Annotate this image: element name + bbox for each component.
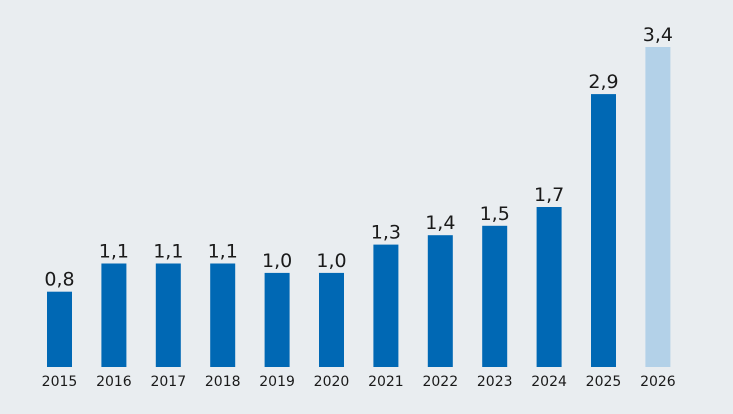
bar-2021: [373, 244, 399, 367]
value-label-2022: 1,4: [425, 212, 455, 234]
x-tick-label-2021: 2021: [368, 374, 404, 390]
bar-2023: [482, 225, 508, 367]
value-label-2025: 2,9: [588, 71, 618, 93]
value-label-2017: 1,1: [153, 241, 183, 263]
x-tick-label-2017: 2017: [150, 374, 186, 390]
bar-2026: [645, 47, 671, 367]
value-label-2024: 1,7: [534, 184, 564, 206]
x-tick-label-2016: 2016: [96, 374, 132, 390]
x-tick-label-2015: 2015: [42, 374, 78, 390]
value-label-2015: 0,8: [44, 269, 74, 291]
bars-group: [47, 47, 671, 367]
value-label-2020: 1,0: [316, 250, 346, 272]
value-label-2018: 1,1: [208, 241, 238, 263]
x-tick-label-2019: 2019: [259, 374, 295, 390]
bar-2015: [47, 291, 72, 367]
bar-2020: [319, 272, 344, 367]
bar-2024: [536, 207, 562, 367]
value-label-2023: 1,5: [480, 203, 510, 225]
value-label-2021: 1,3: [371, 222, 401, 244]
bar-2022: [427, 235, 453, 367]
x-axis-tick-labels: 2015 2016 2017 2018 2019 2020 2021 2022 2023 2024…: [42, 374, 676, 390]
bar-2019: [264, 272, 290, 367]
x-tick-label-2020: 2020: [314, 374, 350, 390]
bar-2018: [210, 263, 236, 367]
x-tick-label-2024: 2024: [531, 374, 567, 390]
x-tick-label-2018: 2018: [205, 374, 241, 390]
bar-2017: [155, 263, 181, 367]
value-labels-group: 0,8 1,1 1,1 1,1 1,0 1,0 1,3 1,4 1,5 1,7 2,9 3,4: [44, 24, 673, 291]
value-label-2026: 3,4: [643, 24, 673, 46]
bar-2016: [101, 263, 127, 367]
value-label-2019: 1,0: [262, 250, 292, 272]
x-tick-label-2023: 2023: [477, 374, 513, 390]
x-tick-label-2026: 2026: [640, 374, 676, 390]
x-tick-label-2022: 2022: [422, 374, 458, 390]
bar-2025: [591, 94, 616, 367]
x-tick-label-2025: 2025: [586, 374, 622, 390]
value-label-2016: 1,1: [99, 241, 129, 263]
